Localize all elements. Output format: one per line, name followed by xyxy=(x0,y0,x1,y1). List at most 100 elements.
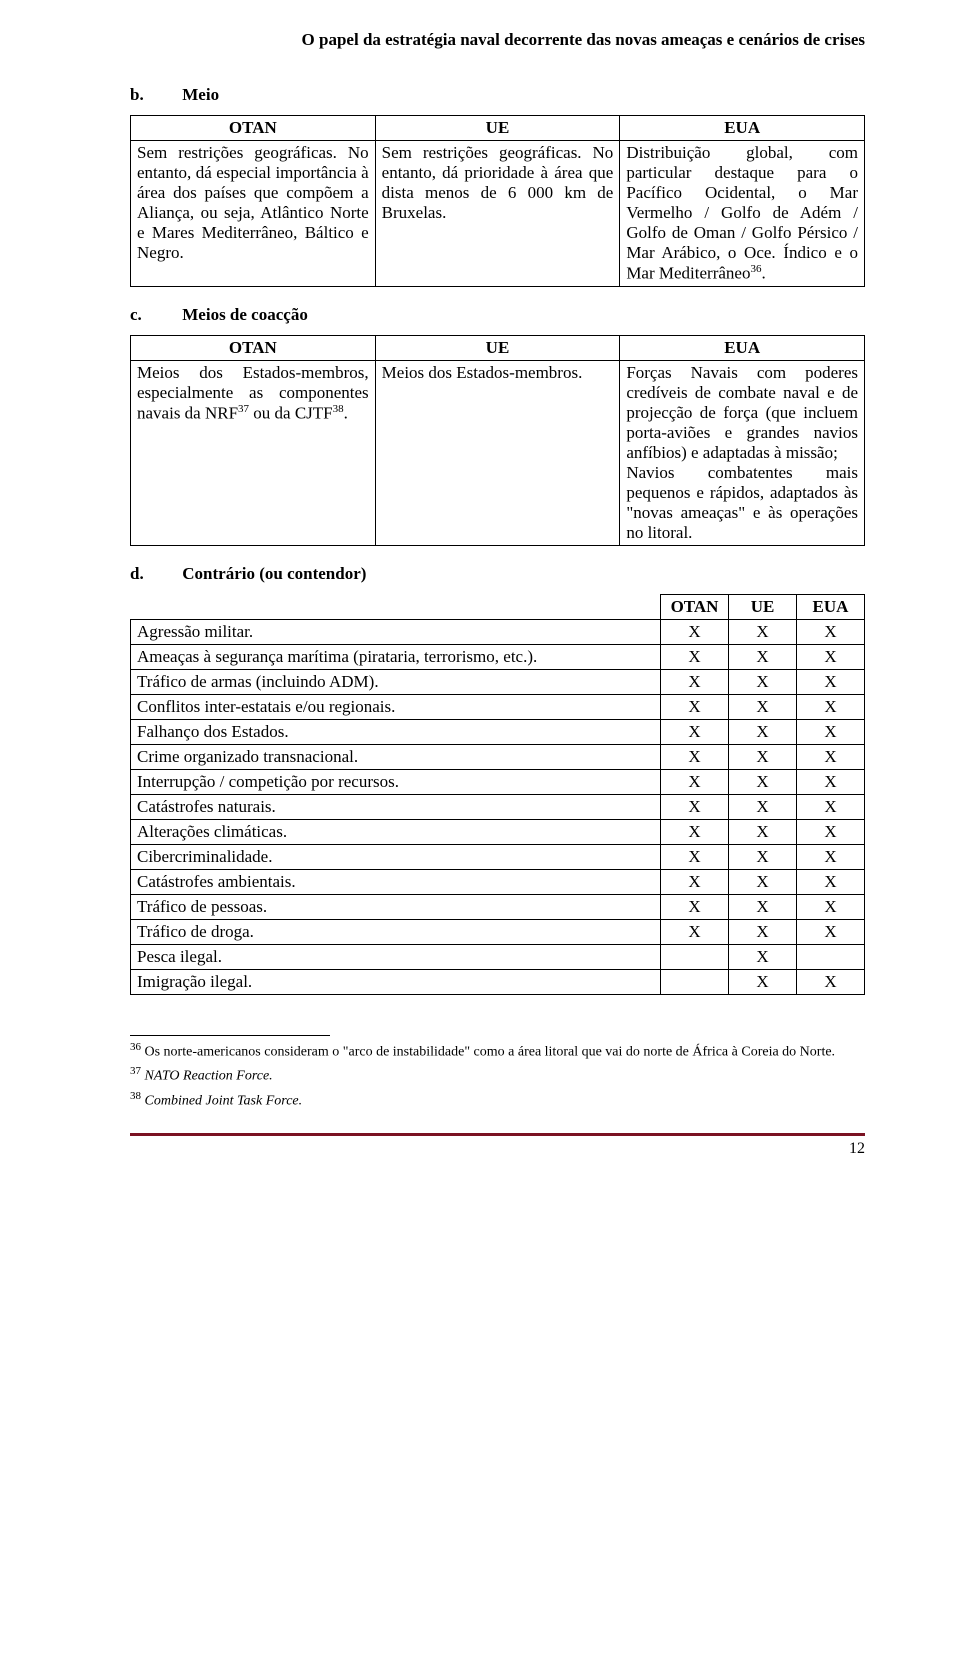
table-row: Conflitos inter-estatais e/ou regionais.… xyxy=(131,694,865,719)
table-d-mark: X xyxy=(797,694,865,719)
table-d-mark: X xyxy=(797,794,865,819)
running-header: O papel da estratégia naval decorrente d… xyxy=(130,30,865,50)
table-c-cell-1: Meios dos Estados-membros. xyxy=(375,360,620,545)
table-d-mark: X xyxy=(729,644,797,669)
table-d-label: Tráfico de droga. xyxy=(131,919,661,944)
table-row: Tráfico de droga.XXX xyxy=(131,919,865,944)
table-c-cell-0-suf: . xyxy=(344,403,348,422)
footnotes-block: 36 Os norte-americanos consideram o "arc… xyxy=(130,1040,865,1112)
footnote-36: 36 Os norte-americanos consideram o "arc… xyxy=(130,1040,865,1063)
table-d-mark: X xyxy=(797,919,865,944)
table-d-mark: X xyxy=(729,969,797,994)
table-d-label: Catástrofes naturais. xyxy=(131,794,661,819)
table-c-header-1: UE xyxy=(375,335,620,360)
table-d-mark: X xyxy=(729,944,797,969)
table-row: Pesca ilegal. X xyxy=(131,944,865,969)
footnote-separator xyxy=(130,1035,330,1036)
section-d-title: Contrário (ou contendor) xyxy=(182,564,366,583)
table-d-mark xyxy=(661,944,729,969)
table-d-label: Conflitos inter-estatais e/ou regionais. xyxy=(131,694,661,719)
table-b-header-0: OTAN xyxy=(131,116,376,141)
table-d-mark: X xyxy=(797,844,865,869)
section-c-heading: c. Meios de coacção xyxy=(130,305,865,325)
table-d-mark: X xyxy=(729,844,797,869)
table-d-label: Pesca ilegal. xyxy=(131,944,661,969)
table-row: Cibercriminalidade.XXX xyxy=(131,844,865,869)
table-d-mark: X xyxy=(729,769,797,794)
table-d-mark: X xyxy=(661,919,729,944)
table-d-label: Catástrofes ambientais. xyxy=(131,869,661,894)
footnote-36-num: 36 xyxy=(130,1041,141,1053)
footnote-ref-37: 37 xyxy=(238,403,249,415)
document-page: O papel da estratégia naval decorrente d… xyxy=(0,0,960,1198)
table-d-label: Ameaças à segurança marítima (pirataria,… xyxy=(131,644,661,669)
table-contrario: OTAN UE EUA Agressão militar.XXXAmeaças … xyxy=(130,594,865,995)
table-meio: OTAN UE EUA Sem restrições geográficas. … xyxy=(130,115,865,287)
footnote-38: 38 Combined Joint Task Force. xyxy=(130,1089,865,1112)
table-d-mark: X xyxy=(729,794,797,819)
table-d-mark: X xyxy=(661,769,729,794)
table-d-mark: X xyxy=(661,744,729,769)
table-d-mark: X xyxy=(661,719,729,744)
bottom-rule xyxy=(130,1133,865,1136)
section-d-letter: d. xyxy=(130,564,178,584)
section-c-letter: c. xyxy=(130,305,178,325)
section-b-letter: b. xyxy=(130,85,178,105)
table-c-cell-2: Forças Navais com poderes credíveis de c… xyxy=(620,360,865,545)
table-d-mark: X xyxy=(661,844,729,869)
table-c-cell-0: Meios dos Estados-membros, especialmente… xyxy=(131,360,376,545)
table-d-header-0: OTAN xyxy=(661,594,729,619)
table-d-header-2: EUA xyxy=(797,594,865,619)
table-d-mark: X xyxy=(729,744,797,769)
table-c-cell-0-mid: ou da CJTF xyxy=(249,403,333,422)
table-row: Catástrofes ambientais.XXX xyxy=(131,869,865,894)
table-row: Crime organizado transnacional.XXX xyxy=(131,744,865,769)
table-row: Ameaças à segurança marítima (pirataria,… xyxy=(131,644,865,669)
table-d-mark: X xyxy=(797,819,865,844)
table-b-cell-2-text: Distribuição global, com particular dest… xyxy=(626,143,858,283)
table-row: Agressão militar.XXX xyxy=(131,619,865,644)
table-b-cell-1: Sem restrições geográficas. No entanto, … xyxy=(375,141,620,287)
table-d-mark: X xyxy=(661,694,729,719)
table-d-label: Interrupção / competição por recursos. xyxy=(131,769,661,794)
footnote-38-num: 38 xyxy=(130,1090,141,1102)
table-d-mark: X xyxy=(797,669,865,694)
table-b-header-2: EUA xyxy=(620,116,865,141)
table-d-label: Alterações climáticas. xyxy=(131,819,661,844)
table-d-mark: X xyxy=(661,894,729,919)
table-d-label: Crime organizado transnacional. xyxy=(131,744,661,769)
table-d-mark: X xyxy=(661,619,729,644)
table-d-header-1: UE xyxy=(729,594,797,619)
table-d-mark: X xyxy=(729,894,797,919)
table-d-mark: X xyxy=(729,694,797,719)
table-d-mark: X xyxy=(729,619,797,644)
section-b-title: Meio xyxy=(182,85,219,104)
table-d-mark: X xyxy=(797,869,865,894)
table-d-empty-corner xyxy=(131,594,661,619)
table-row: Alterações climáticas.XXX xyxy=(131,819,865,844)
section-d-heading: d. Contrário (ou contendor) xyxy=(130,564,865,584)
table-row: Catástrofes naturais.XXX xyxy=(131,794,865,819)
footnote-37-num: 37 xyxy=(130,1065,141,1077)
table-row: Tráfico de pessoas.XXX xyxy=(131,894,865,919)
table-d-mark: X xyxy=(729,669,797,694)
page-number: 12 xyxy=(130,1140,865,1158)
table-d-mark: X xyxy=(661,669,729,694)
footnote-37: 37 NATO Reaction Force. xyxy=(130,1064,865,1087)
footnote-ref-38: 38 xyxy=(333,403,344,415)
table-b-cell-0: Sem restrições geográficas. No entanto, … xyxy=(131,141,376,287)
table-row: Falhanço dos Estados.XXX xyxy=(131,719,865,744)
footnote-38-text: Combined Joint Task Force. xyxy=(141,1093,302,1108)
table-d-mark: X xyxy=(797,769,865,794)
table-b-cell-2-suffix: . xyxy=(761,264,765,283)
table-row: Imigração ilegal.XX xyxy=(131,969,865,994)
table-d-mark: X xyxy=(661,869,729,894)
table-d-label: Agressão militar. xyxy=(131,619,661,644)
table-d-label: Tráfico de armas (incluindo ADM). xyxy=(131,669,661,694)
section-c-title: Meios de coacção xyxy=(182,305,308,324)
footnote-ref-36: 36 xyxy=(750,263,761,275)
table-d-label: Tráfico de pessoas. xyxy=(131,894,661,919)
table-d-mark: X xyxy=(729,819,797,844)
footnote-36-text: Os norte-americanos consideram o "arco d… xyxy=(141,1044,835,1059)
table-d-mark xyxy=(661,969,729,994)
